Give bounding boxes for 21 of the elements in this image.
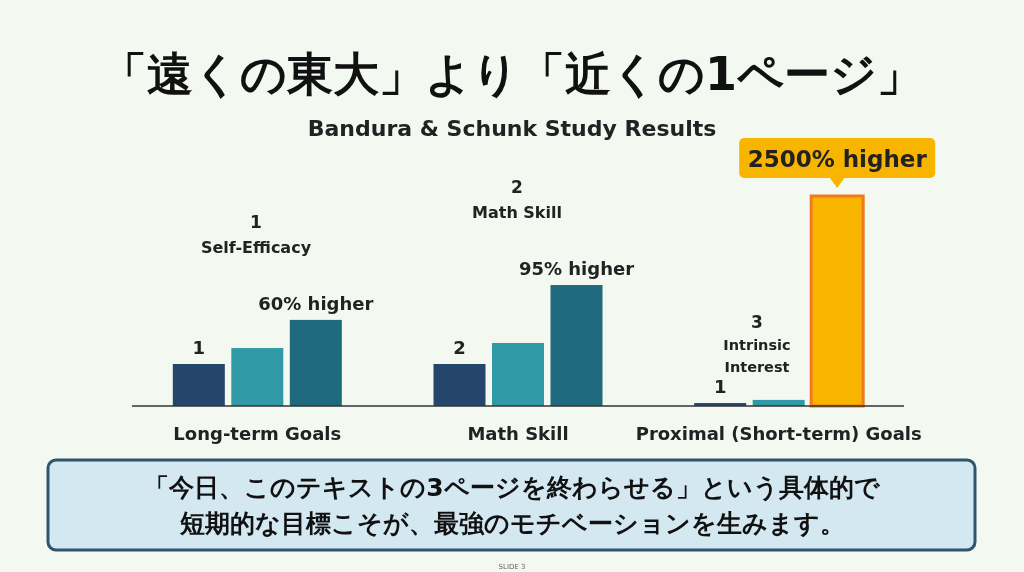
text: 「今日、このテキストの3ページを終わらせる」という具体的で短期的な目標こそが、最強のモチベーションを生みます。	[144, 473, 881, 538]
text: 2500% higher	[747, 146, 928, 172]
chart-title: 「遠くの東大」より「近くの1ページ」	[100, 47, 924, 101]
annotation: 1	[192, 337, 206, 358]
x-tick-label: Math Skill	[467, 423, 569, 444]
chart-subtitle: Bandura & Schunk Study Results	[307, 116, 717, 141]
bar	[172, 364, 225, 406]
bar	[231, 348, 284, 406]
annotation: 60% higher	[258, 292, 374, 314]
bar	[550, 285, 603, 406]
annotation: 1 Self-Efficacy	[200, 212, 312, 257]
annotation: 2	[453, 337, 466, 358]
bar	[492, 343, 544, 406]
annotation: 95% higher	[518, 258, 635, 280]
bar	[433, 364, 486, 406]
x-tick-label: Proximal (Short-term) Goals	[635, 423, 922, 444]
annotation: 3 Intrinsic Interest	[723, 312, 791, 375]
bar	[289, 319, 342, 406]
annotation: 1	[713, 376, 727, 398]
annotation: 2 Math Skill	[472, 177, 562, 222]
x-tick-label: Long-term Goals	[173, 423, 342, 444]
